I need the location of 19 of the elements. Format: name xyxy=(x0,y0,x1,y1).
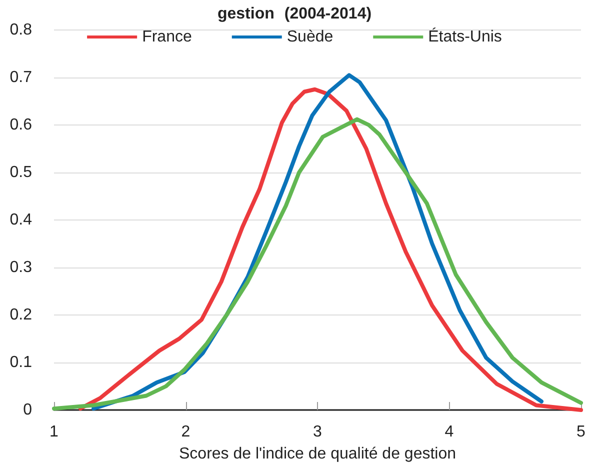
legend-label: Suède xyxy=(286,28,334,46)
y-tick-label: 0.6 xyxy=(10,116,32,134)
x-tick-label: 4 xyxy=(444,424,454,440)
x-tick-label: 1 xyxy=(50,424,59,440)
legend-label: France xyxy=(142,28,192,46)
y-tick-label: 0.2 xyxy=(10,306,32,324)
x-tick-label: 3 xyxy=(313,424,322,440)
y-tick-label: 0.3 xyxy=(10,259,32,276)
x-axis-title: Scores de l'indice de qualité de gestion xyxy=(178,446,456,462)
chart-title: gestion (2004-2014) xyxy=(217,6,372,22)
y-tick-label: 0.5 xyxy=(10,164,32,181)
y-tick-label: 0.8 xyxy=(10,22,32,38)
y-tick-label: 0.1 xyxy=(10,354,32,371)
y-tick-label: 0 xyxy=(23,402,32,418)
x-tick-label: 5 xyxy=(576,424,586,440)
legend-label: États-Unis xyxy=(428,28,502,46)
x-tick-label: 2 xyxy=(181,424,190,440)
y-tick-label: 0.7 xyxy=(10,69,32,86)
y-tick-label: 0.4 xyxy=(10,212,32,228)
